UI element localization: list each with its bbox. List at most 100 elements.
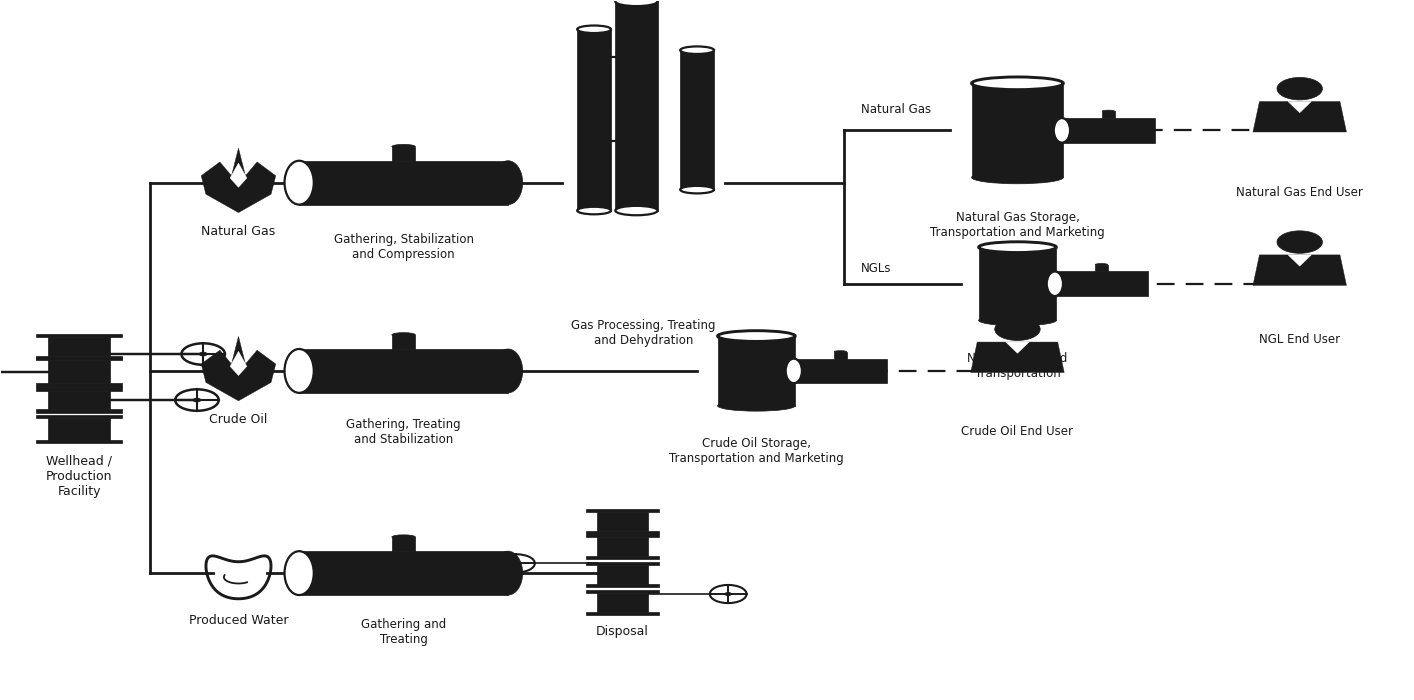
Bar	[615, 1, 658, 211]
Polygon shape	[1288, 102, 1311, 113]
Ellipse shape	[392, 332, 416, 337]
Text: NGLs: NGLs	[861, 262, 891, 275]
Bar	[597, 565, 648, 584]
Ellipse shape	[493, 161, 523, 204]
Bar	[585, 531, 659, 534]
Bar	[392, 335, 416, 349]
Bar	[300, 161, 508, 204]
Text: Natural Gas Storage,
Transportation and Marketing: Natural Gas Storage, Transportation and …	[930, 211, 1104, 239]
Ellipse shape	[717, 400, 795, 411]
Ellipse shape	[1053, 118, 1070, 143]
Bar	[35, 440, 123, 443]
Ellipse shape	[493, 349, 523, 393]
Text: Crude Oil: Crude Oil	[209, 413, 267, 426]
Ellipse shape	[577, 25, 611, 33]
Polygon shape	[971, 342, 1065, 372]
Polygon shape	[230, 163, 247, 188]
Bar	[392, 537, 416, 551]
Circle shape	[194, 398, 201, 402]
Bar	[35, 334, 123, 337]
Text: Gathering, Stabilization
and Compression: Gathering, Stabilization and Compression	[334, 233, 474, 261]
Text: Disposal: Disposal	[595, 625, 649, 638]
Ellipse shape	[834, 351, 847, 353]
Bar	[717, 336, 795, 406]
Bar	[585, 612, 659, 615]
Text: NGL End User: NGL End User	[1258, 332, 1340, 346]
Bar	[1062, 118, 1155, 143]
Polygon shape	[230, 351, 247, 375]
Bar	[300, 551, 508, 595]
Polygon shape	[1253, 102, 1346, 132]
Circle shape	[725, 592, 731, 596]
Bar	[300, 349, 508, 393]
Bar	[577, 29, 611, 211]
Bar	[597, 512, 648, 531]
Text: Wellhead /
Production
Facility: Wellhead / Production Facility	[45, 454, 112, 498]
Ellipse shape	[971, 77, 1063, 90]
Bar	[585, 562, 659, 565]
Ellipse shape	[615, 0, 658, 6]
Bar	[834, 351, 847, 358]
Bar	[392, 146, 416, 161]
Bar	[35, 357, 123, 360]
Bar	[793, 358, 887, 383]
Ellipse shape	[786, 358, 802, 383]
Ellipse shape	[680, 186, 714, 193]
Ellipse shape	[284, 551, 314, 595]
Text: Natural Gas End User: Natural Gas End User	[1236, 186, 1363, 200]
Text: Natural Gas: Natural Gas	[201, 225, 276, 237]
Text: Crude Oil End User: Crude Oil End User	[962, 426, 1073, 438]
Ellipse shape	[577, 206, 611, 214]
Ellipse shape	[284, 349, 314, 393]
Bar	[48, 360, 110, 383]
Bar	[978, 247, 1056, 321]
Bar	[585, 509, 659, 512]
Bar	[585, 534, 659, 537]
Bar	[971, 83, 1063, 177]
Polygon shape	[1288, 255, 1311, 266]
Ellipse shape	[392, 144, 416, 148]
Circle shape	[199, 352, 206, 356]
Bar	[48, 337, 110, 356]
Ellipse shape	[971, 171, 1063, 184]
Circle shape	[1277, 78, 1322, 100]
Polygon shape	[1253, 255, 1346, 286]
Circle shape	[513, 561, 520, 565]
Ellipse shape	[1096, 264, 1107, 265]
Circle shape	[1277, 231, 1322, 253]
Bar	[585, 584, 659, 587]
Bar	[597, 537, 648, 556]
Bar	[597, 593, 648, 612]
Ellipse shape	[978, 241, 1056, 253]
Bar	[48, 419, 110, 440]
Bar	[1103, 111, 1114, 118]
Ellipse shape	[1046, 272, 1063, 296]
Text: NGL Storage and
Transportation: NGL Storage and Transportation	[967, 352, 1068, 380]
Ellipse shape	[717, 330, 795, 342]
Polygon shape	[201, 337, 276, 401]
Ellipse shape	[1103, 110, 1114, 112]
Ellipse shape	[978, 315, 1056, 326]
Text: Gathering and
Treating: Gathering and Treating	[361, 618, 447, 646]
Text: Gathering, Treating
and Stabilization: Gathering, Treating and Stabilization	[346, 419, 461, 447]
Bar	[680, 50, 714, 190]
Bar	[35, 415, 123, 419]
Text: Crude Oil Storage,
Transportation and Marketing: Crude Oil Storage, Transportation and Ma…	[669, 438, 844, 466]
Text: Natural Gas: Natural Gas	[861, 104, 930, 116]
Bar	[35, 383, 123, 386]
Ellipse shape	[493, 551, 523, 595]
Ellipse shape	[392, 535, 416, 539]
Polygon shape	[201, 148, 276, 213]
Bar	[585, 590, 659, 593]
Bar	[1096, 265, 1107, 272]
Circle shape	[994, 318, 1041, 340]
Ellipse shape	[615, 206, 658, 216]
Polygon shape	[1005, 342, 1029, 354]
Bar	[35, 388, 123, 391]
Bar	[48, 391, 110, 409]
Text: Produced Water: Produced Water	[188, 613, 288, 626]
Bar	[35, 356, 123, 359]
Bar	[35, 410, 123, 412]
Bar	[585, 556, 659, 559]
Ellipse shape	[680, 46, 714, 54]
